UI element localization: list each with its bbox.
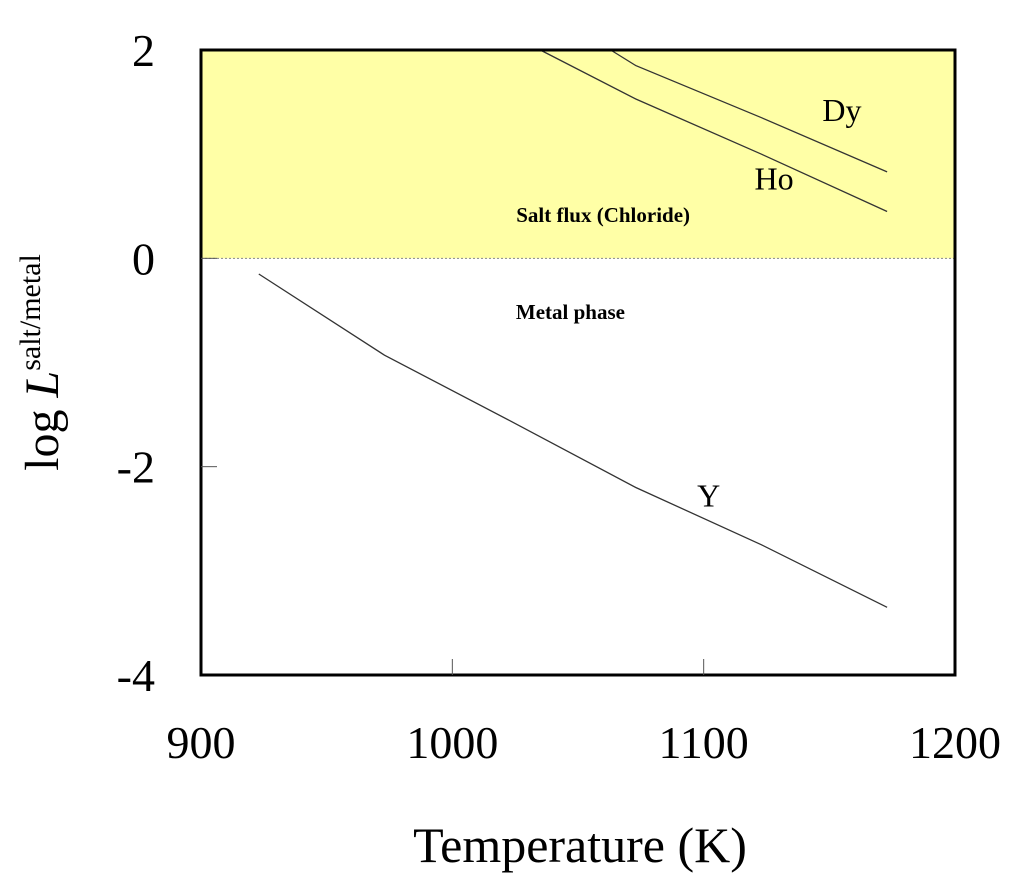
- x-axis-label: Temperature (K): [413, 817, 747, 873]
- series-label-layer: Dy Ho Y: [697, 92, 861, 513]
- series-line-dy: [610, 49, 888, 173]
- y-tick-label: 2: [132, 25, 155, 76]
- x-tick-label: 1000: [406, 717, 498, 768]
- series-label-ho: Ho: [754, 161, 793, 197]
- y-axis-label-superscript: salt/metal: [14, 254, 47, 371]
- y-tick-label: -2: [117, 442, 155, 493]
- x-tick-label: 900: [167, 717, 236, 768]
- x-tick-label: 1100: [659, 717, 749, 768]
- series-line-ho: [540, 49, 888, 213]
- salt-flux-region: [201, 50, 955, 259]
- y-tick-label: 0: [132, 233, 155, 284]
- y-tick-label: -4: [117, 650, 155, 701]
- metal-phase-label: Metal phase: [516, 300, 625, 324]
- y-axis-label: log Lsalt/metal: [14, 254, 69, 471]
- salt-flux-label: Salt flux (Chloride): [516, 203, 690, 227]
- tick-layer: 900 1000 1100 1200 2 0 -2 -4: [117, 25, 1001, 768]
- y-axis-label-symbol: L: [16, 371, 69, 399]
- x-tick-label: 1200: [909, 717, 1001, 768]
- series-label-dy: Dy: [822, 92, 861, 128]
- series-layer: [258, 49, 888, 608]
- plot-frame: [199, 48, 957, 677]
- y-axis-label-prefix: log: [16, 398, 69, 471]
- series-label-y: Y: [697, 477, 720, 513]
- series-line-y: [258, 273, 888, 608]
